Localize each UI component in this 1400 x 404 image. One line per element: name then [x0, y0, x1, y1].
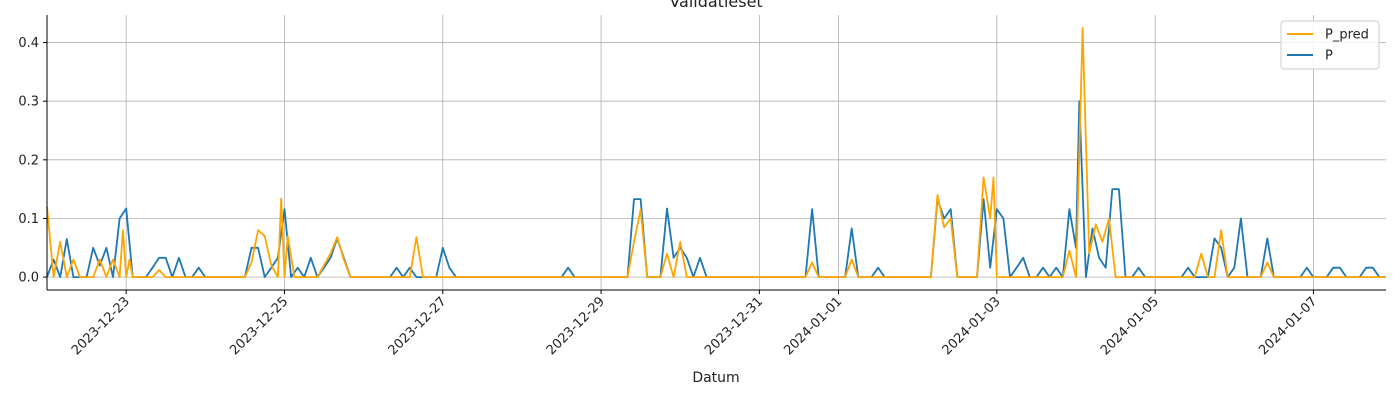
y-tick-label: 0.4: [18, 36, 39, 51]
legend-label: P_pred: [1325, 28, 1369, 43]
x-tick-label: 2023-12-27: [386, 294, 450, 358]
x-tick-label: 2024-01-01: [781, 294, 845, 358]
chart-title: Validatieset: [669, 0, 762, 11]
x-tick-label: 2024-01-07: [1256, 294, 1320, 358]
x-tick-label: 2023-12-25: [227, 294, 291, 358]
y-tick-label: 0.3: [18, 95, 39, 110]
series-line-p-pred: [46, 26, 1386, 279]
series-line-p: [46, 100, 1386, 279]
x-axis-label: Datum: [692, 370, 739, 386]
y-tick-label: 0.1: [18, 212, 39, 227]
tick-labels: 0.0 0.1 0.2 0.3 0.4 2023-12-23 2023-12-25 2023-…: [18, 36, 1320, 358]
legend-label: P: [1325, 49, 1333, 64]
grid: [47, 15, 1386, 290]
x-tick-label: 2023-12-29: [544, 294, 608, 358]
y-tick-label: 0.2: [18, 153, 39, 168]
axes: [46, 15, 1386, 291]
series-lines: [46, 26, 1386, 279]
x-tick-label: 2023-12-23: [69, 294, 133, 358]
y-tick-label: 0.0: [18, 271, 39, 286]
x-tick-label: 2024-01-05: [1098, 294, 1162, 358]
x-tick-label: 2024-01-03: [940, 294, 1004, 358]
legend: P_pred P: [1280, 20, 1380, 70]
x-tick-label: 2023-12-31: [702, 294, 766, 358]
